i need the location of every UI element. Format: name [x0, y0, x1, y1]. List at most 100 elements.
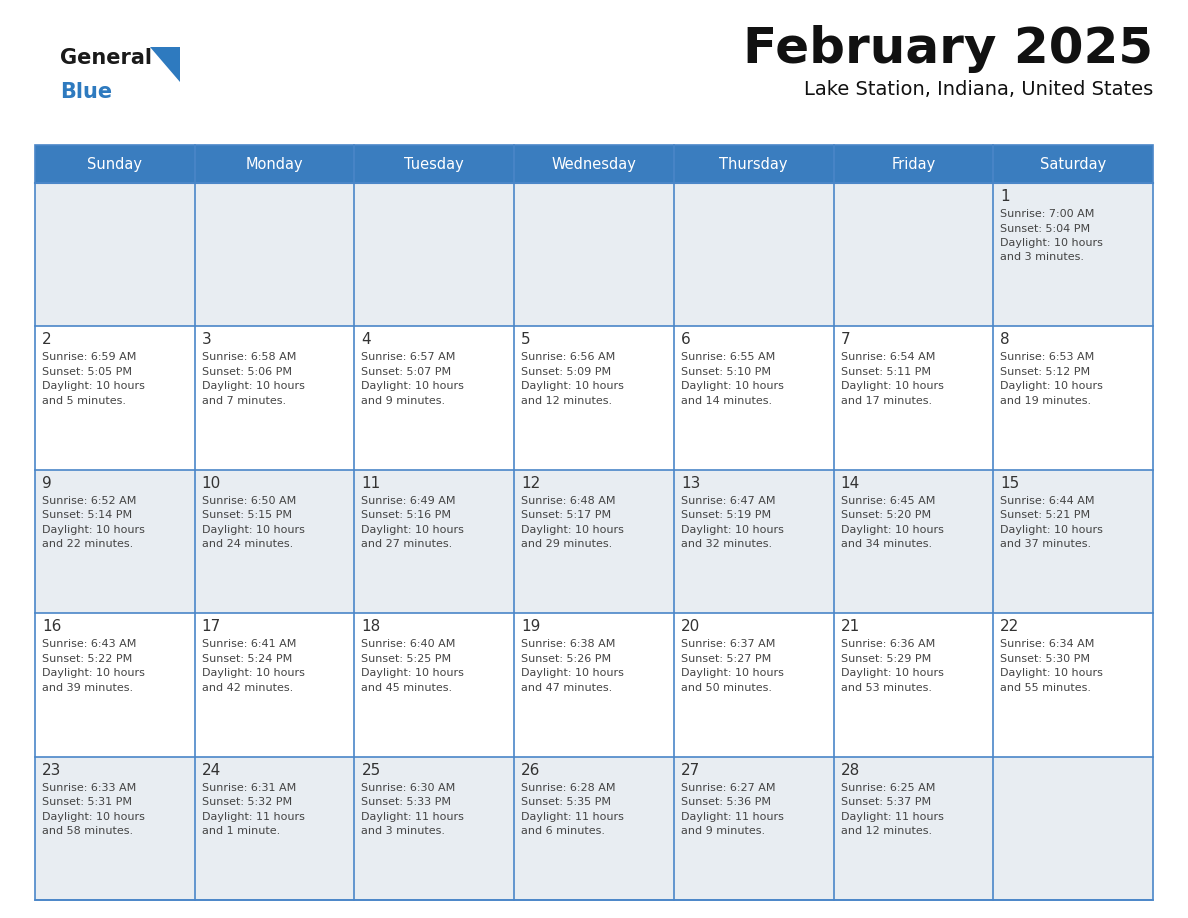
Text: and 24 minutes.: and 24 minutes.: [202, 539, 293, 549]
Text: and 5 minutes.: and 5 minutes.: [42, 396, 126, 406]
Text: 23: 23: [42, 763, 62, 778]
Text: Daylight: 10 hours: Daylight: 10 hours: [202, 381, 304, 391]
Text: Daylight: 11 hours: Daylight: 11 hours: [681, 812, 784, 822]
Text: Sunset: 5:10 PM: Sunset: 5:10 PM: [681, 367, 771, 377]
Text: 9: 9: [42, 476, 52, 491]
Text: General: General: [61, 48, 152, 68]
Text: 14: 14: [841, 476, 860, 491]
Text: Sunset: 5:19 PM: Sunset: 5:19 PM: [681, 510, 771, 521]
Text: 21: 21: [841, 620, 860, 634]
Text: Sunrise: 6:49 AM: Sunrise: 6:49 AM: [361, 496, 456, 506]
Text: Sunrise: 6:55 AM: Sunrise: 6:55 AM: [681, 353, 775, 363]
Text: Sunrise: 6:31 AM: Sunrise: 6:31 AM: [202, 783, 296, 792]
Text: Daylight: 11 hours: Daylight: 11 hours: [841, 812, 943, 822]
Text: Sunrise: 6:25 AM: Sunrise: 6:25 AM: [841, 783, 935, 792]
Bar: [34, 470, 1154, 613]
Text: 1: 1: [1000, 189, 1010, 204]
Text: Daylight: 10 hours: Daylight: 10 hours: [522, 525, 624, 535]
Text: Daylight: 10 hours: Daylight: 10 hours: [841, 668, 943, 678]
Text: and 22 minutes.: and 22 minutes.: [42, 539, 133, 549]
Bar: [34, 613, 1154, 756]
Text: 17: 17: [202, 620, 221, 634]
Text: Wednesday: Wednesday: [551, 156, 637, 172]
Text: Sunrise: 6:45 AM: Sunrise: 6:45 AM: [841, 496, 935, 506]
Text: and 1 minute.: and 1 minute.: [202, 826, 280, 836]
Text: Sunset: 5:32 PM: Sunset: 5:32 PM: [202, 797, 292, 807]
Text: Sunset: 5:12 PM: Sunset: 5:12 PM: [1000, 367, 1091, 377]
Text: Sunset: 5:30 PM: Sunset: 5:30 PM: [1000, 654, 1091, 664]
Text: Monday: Monday: [246, 156, 303, 172]
Text: Daylight: 10 hours: Daylight: 10 hours: [841, 381, 943, 391]
Text: and 17 minutes.: and 17 minutes.: [841, 396, 931, 406]
Text: Daylight: 10 hours: Daylight: 10 hours: [1000, 668, 1104, 678]
Text: Daylight: 10 hours: Daylight: 10 hours: [1000, 381, 1104, 391]
Text: Sunset: 5:16 PM: Sunset: 5:16 PM: [361, 510, 451, 521]
Text: Blue: Blue: [61, 82, 112, 102]
Text: 13: 13: [681, 476, 700, 491]
Text: Sunrise: 6:34 AM: Sunrise: 6:34 AM: [1000, 639, 1094, 649]
Text: Sunrise: 6:27 AM: Sunrise: 6:27 AM: [681, 783, 776, 792]
Text: and 7 minutes.: and 7 minutes.: [202, 396, 286, 406]
Text: 4: 4: [361, 332, 371, 347]
Text: and 27 minutes.: and 27 minutes.: [361, 539, 453, 549]
Text: 24: 24: [202, 763, 221, 778]
Text: Sunrise: 6:58 AM: Sunrise: 6:58 AM: [202, 353, 296, 363]
Text: and 45 minutes.: and 45 minutes.: [361, 683, 453, 693]
Text: Sunset: 5:15 PM: Sunset: 5:15 PM: [202, 510, 292, 521]
Text: 22: 22: [1000, 620, 1019, 634]
Text: and 6 minutes.: and 6 minutes.: [522, 826, 605, 836]
Text: 15: 15: [1000, 476, 1019, 491]
Text: and 34 minutes.: and 34 minutes.: [841, 539, 931, 549]
Text: Sunset: 5:22 PM: Sunset: 5:22 PM: [42, 654, 132, 664]
Text: Sunset: 5:24 PM: Sunset: 5:24 PM: [202, 654, 292, 664]
Text: and 47 minutes.: and 47 minutes.: [522, 683, 612, 693]
Text: 26: 26: [522, 763, 541, 778]
Text: Daylight: 10 hours: Daylight: 10 hours: [522, 381, 624, 391]
Text: Sunrise: 6:30 AM: Sunrise: 6:30 AM: [361, 783, 456, 792]
Text: Daylight: 10 hours: Daylight: 10 hours: [1000, 525, 1104, 535]
Text: 3: 3: [202, 332, 211, 347]
Text: Sunrise: 6:33 AM: Sunrise: 6:33 AM: [42, 783, 137, 792]
Text: Sunset: 5:36 PM: Sunset: 5:36 PM: [681, 797, 771, 807]
Bar: [34, 145, 1154, 900]
Text: Sunset: 5:06 PM: Sunset: 5:06 PM: [202, 367, 292, 377]
Text: Lake Station, Indiana, United States: Lake Station, Indiana, United States: [804, 80, 1154, 99]
Polygon shape: [150, 47, 181, 82]
Text: Sunrise: 6:56 AM: Sunrise: 6:56 AM: [522, 353, 615, 363]
Text: 8: 8: [1000, 332, 1010, 347]
Text: Daylight: 10 hours: Daylight: 10 hours: [42, 525, 145, 535]
Text: February 2025: February 2025: [742, 25, 1154, 73]
Text: Sunrise: 6:40 AM: Sunrise: 6:40 AM: [361, 639, 456, 649]
Text: and 50 minutes.: and 50 minutes.: [681, 683, 772, 693]
Text: Sunset: 5:33 PM: Sunset: 5:33 PM: [361, 797, 451, 807]
Text: and 19 minutes.: and 19 minutes.: [1000, 396, 1092, 406]
Text: Daylight: 10 hours: Daylight: 10 hours: [361, 381, 465, 391]
Text: Sunrise: 6:52 AM: Sunrise: 6:52 AM: [42, 496, 137, 506]
Text: Saturday: Saturday: [1040, 156, 1106, 172]
Text: Sunrise: 6:36 AM: Sunrise: 6:36 AM: [841, 639, 935, 649]
Text: Sunrise: 6:54 AM: Sunrise: 6:54 AM: [841, 353, 935, 363]
Text: 16: 16: [42, 620, 62, 634]
Text: 6: 6: [681, 332, 690, 347]
Text: and 9 minutes.: and 9 minutes.: [681, 826, 765, 836]
Text: and 32 minutes.: and 32 minutes.: [681, 539, 772, 549]
Bar: [34, 183, 1154, 327]
Text: Sunset: 5:35 PM: Sunset: 5:35 PM: [522, 797, 611, 807]
Text: Sunset: 5:17 PM: Sunset: 5:17 PM: [522, 510, 612, 521]
Text: 12: 12: [522, 476, 541, 491]
Text: Sunset: 5:29 PM: Sunset: 5:29 PM: [841, 654, 931, 664]
Text: Sunset: 5:27 PM: Sunset: 5:27 PM: [681, 654, 771, 664]
Text: Daylight: 10 hours: Daylight: 10 hours: [202, 668, 304, 678]
Text: and 29 minutes.: and 29 minutes.: [522, 539, 612, 549]
Text: Daylight: 11 hours: Daylight: 11 hours: [361, 812, 465, 822]
Text: and 12 minutes.: and 12 minutes.: [841, 826, 931, 836]
Text: Sunset: 5:25 PM: Sunset: 5:25 PM: [361, 654, 451, 664]
Text: 11: 11: [361, 476, 380, 491]
Text: and 3 minutes.: and 3 minutes.: [1000, 252, 1085, 263]
Text: Sunrise: 6:57 AM: Sunrise: 6:57 AM: [361, 353, 456, 363]
Text: Sunset: 5:07 PM: Sunset: 5:07 PM: [361, 367, 451, 377]
Text: Daylight: 11 hours: Daylight: 11 hours: [202, 812, 304, 822]
Text: Daylight: 10 hours: Daylight: 10 hours: [42, 812, 145, 822]
Text: Sunrise: 6:44 AM: Sunrise: 6:44 AM: [1000, 496, 1095, 506]
Bar: [34, 145, 1154, 183]
